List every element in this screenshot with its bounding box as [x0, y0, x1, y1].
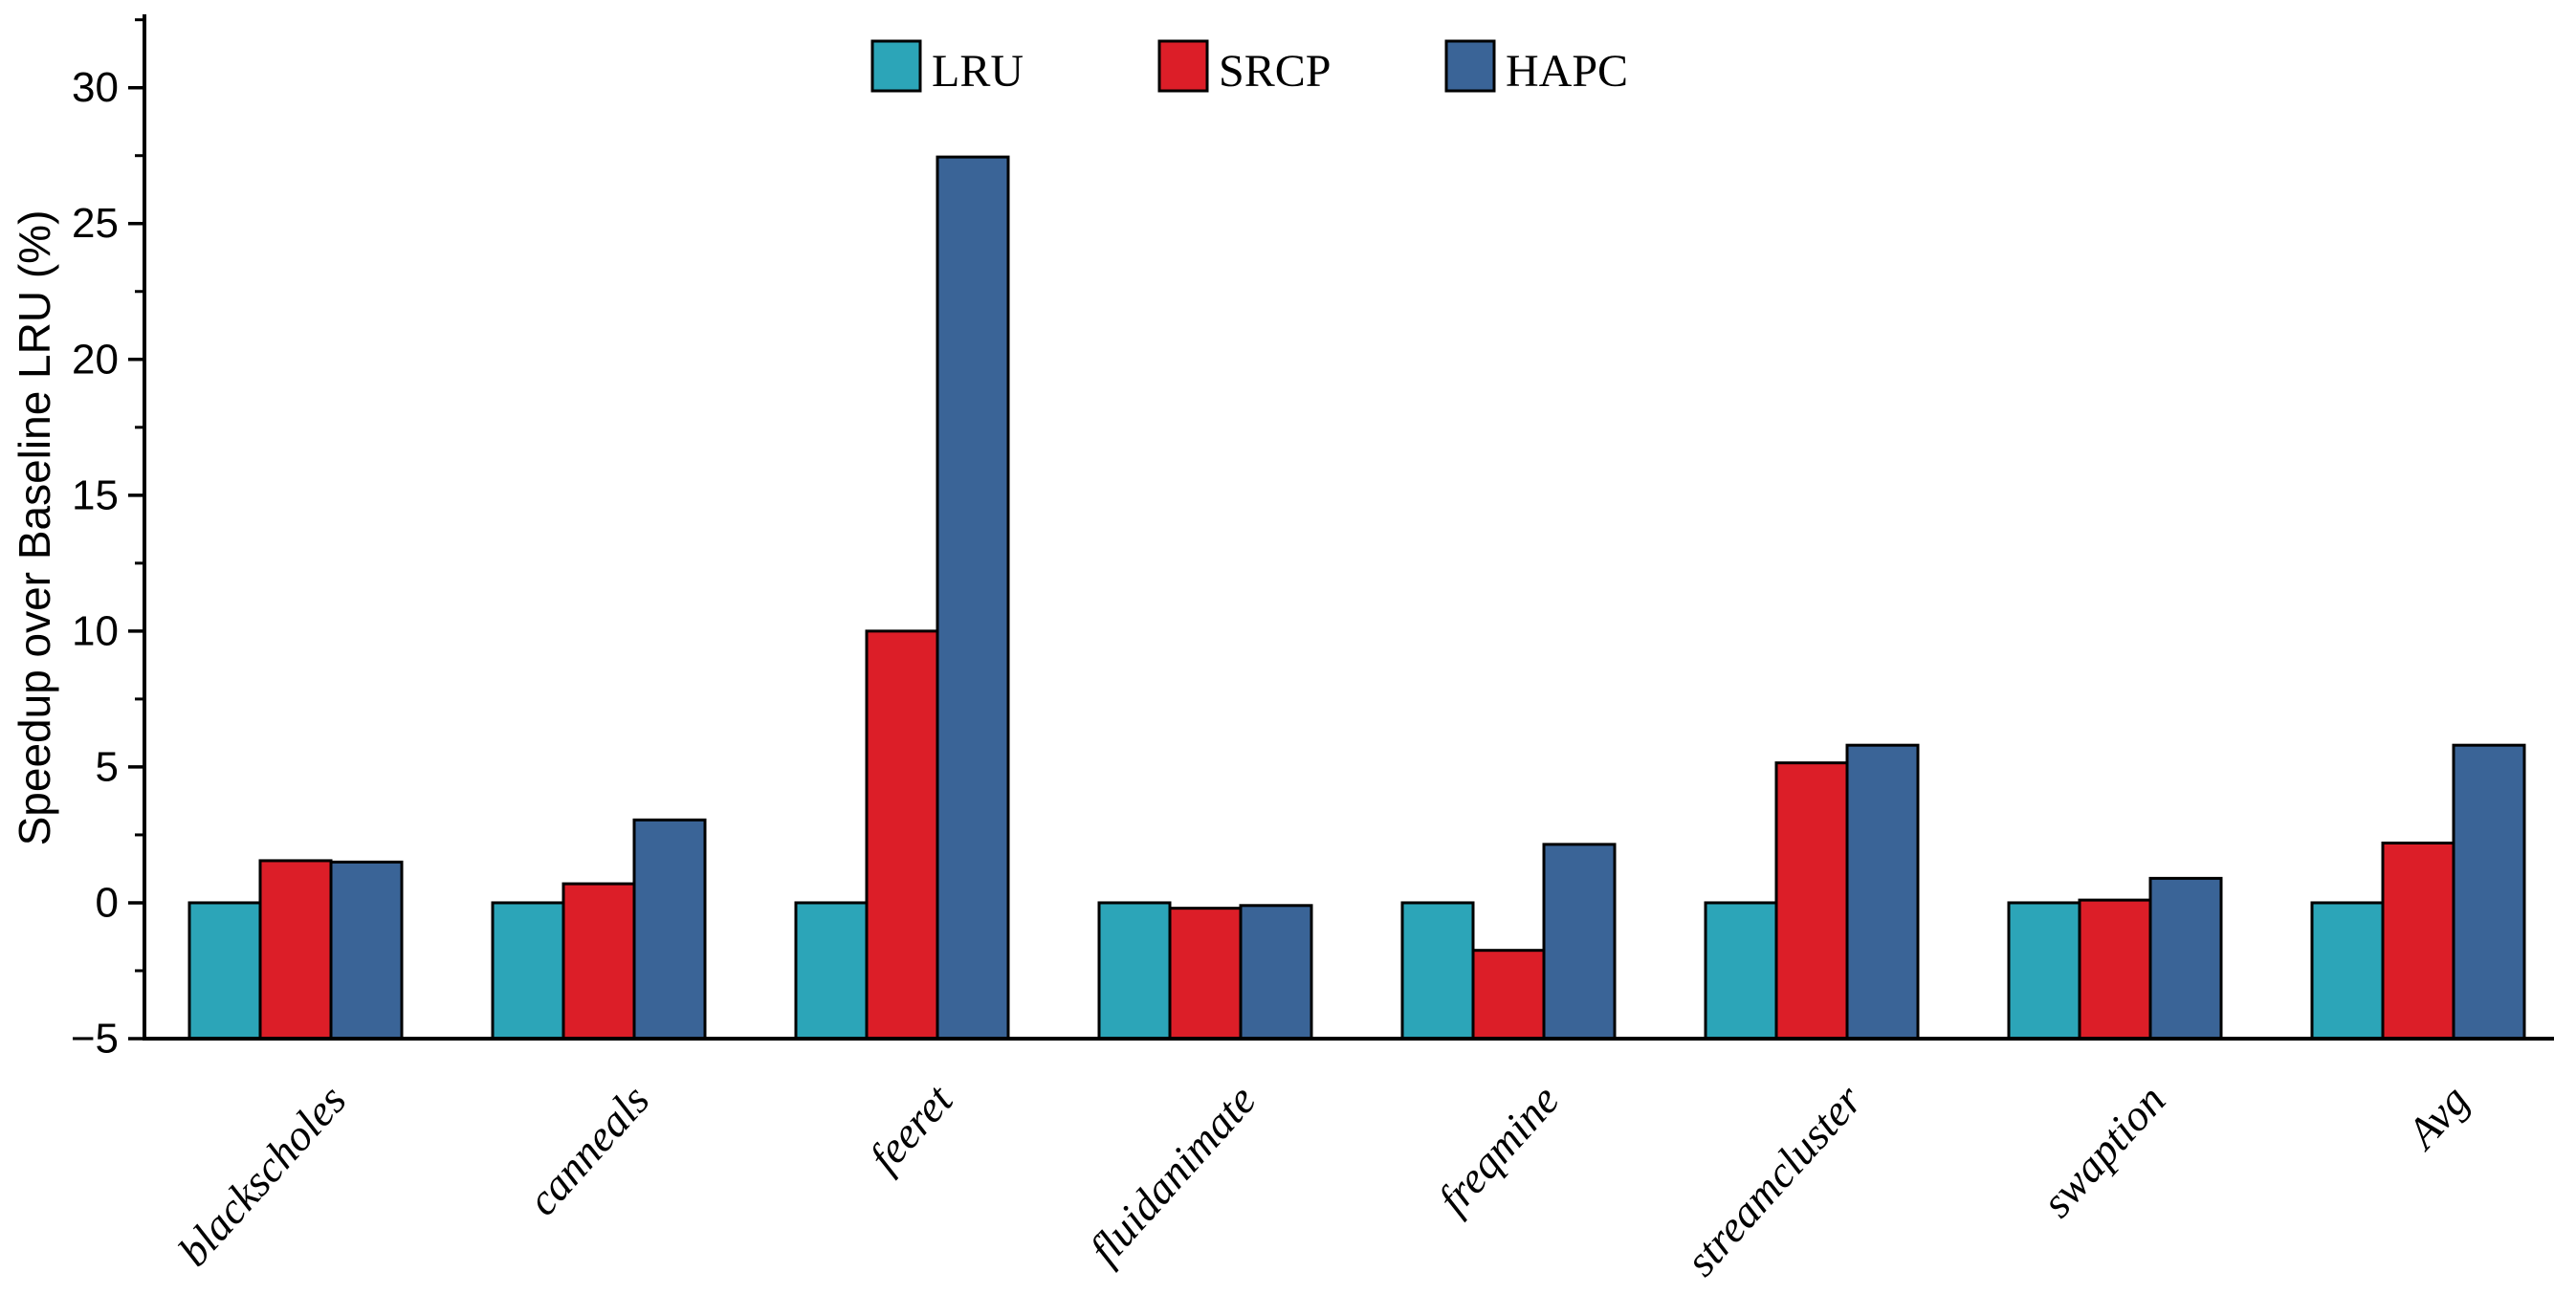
bar-lru-blackscholes — [187, 901, 262, 1041]
x-category-label-feeret: feeret — [860, 1075, 963, 1182]
bar-srcp-Avg — [2381, 841, 2455, 1041]
legend-swatch-icon — [870, 39, 922, 93]
y-tick-label: 30 — [72, 64, 119, 111]
bar-lru-streamcluster — [1704, 901, 1778, 1041]
bar-hapc-fluidanimate — [1239, 904, 1313, 1041]
y-tick-label: −5 — [71, 1016, 119, 1063]
x-category-label-Avg: Avg — [2395, 1076, 2477, 1160]
bar-hapc-feeret — [936, 155, 1010, 1041]
bar-lru-feeret — [794, 901, 869, 1041]
bar-lru-Avg — [2310, 901, 2385, 1041]
x-category-label-swaption: swaption — [2032, 1076, 2174, 1227]
bar-lru-swaption — [2007, 901, 2081, 1041]
legend-label: LRU — [932, 46, 1024, 97]
x-category-label-blackscholes: blackscholes — [168, 1076, 355, 1276]
bar-srcp-streamcluster — [1774, 761, 1849, 1041]
y-tick-label: 5 — [96, 743, 119, 790]
y-tick-label: 25 — [72, 200, 119, 247]
legend-label: HAPC — [1506, 46, 1628, 97]
y-tick-label: 20 — [72, 336, 119, 383]
bar-hapc-canneals — [632, 818, 707, 1041]
legend: LRU SRCP HAPC — [870, 39, 1628, 97]
bar-lru-freqmine — [1400, 901, 1475, 1041]
bar-lru-canneals — [491, 901, 565, 1041]
x-category-label-fluidanimate: fluidanimate — [1080, 1076, 1266, 1274]
legend-item-lru: LRU — [870, 39, 1024, 97]
x-category-label-freqmine: freqmine — [1428, 1076, 1568, 1223]
bar-hapc-blackscholes — [329, 860, 404, 1041]
axes-group: −5 0 5 10 15 20 25 30 — [71, 14, 2554, 1063]
bar-srcp-feeret — [865, 629, 939, 1041]
y-tick-label: 15 — [72, 472, 119, 518]
x-category-label-streamcluster: streamcluster — [1676, 1075, 1872, 1285]
bar-srcp-freqmine — [1471, 949, 1546, 1041]
legend-swatch-icon — [1157, 39, 1209, 93]
legend-item-hapc: HAPC — [1444, 39, 1628, 97]
bar-srcp-swaption — [2078, 898, 2152, 1041]
bars-group — [187, 155, 2526, 1041]
y-tick-label: 0 — [96, 879, 119, 926]
x-category-label-canneals: canneals — [517, 1076, 658, 1225]
bar-srcp-blackscholes — [258, 859, 333, 1041]
bar-hapc-freqmine — [1542, 843, 1617, 1041]
y-tick-label: 10 — [72, 607, 119, 654]
bar-lru-fluidanimate — [1097, 901, 1172, 1041]
bar-hapc-Avg — [2452, 743, 2526, 1041]
legend-label: SRCP — [1219, 46, 1331, 97]
bar-hapc-swaption — [2148, 876, 2223, 1041]
bar-hapc-streamcluster — [1845, 743, 1920, 1041]
bar-srcp-fluidanimate — [1168, 907, 1243, 1041]
bar-srcp-canneals — [561, 882, 636, 1041]
legend-item-srcp: SRCP — [1157, 39, 1331, 97]
x-category-labels: blackscholes canneals feeret fluidanimate fr… — [168, 1075, 2477, 1285]
legend-swatch-icon — [1444, 39, 1496, 93]
y-axis-title: Speedup over Baseline LRU (%) — [10, 210, 59, 846]
